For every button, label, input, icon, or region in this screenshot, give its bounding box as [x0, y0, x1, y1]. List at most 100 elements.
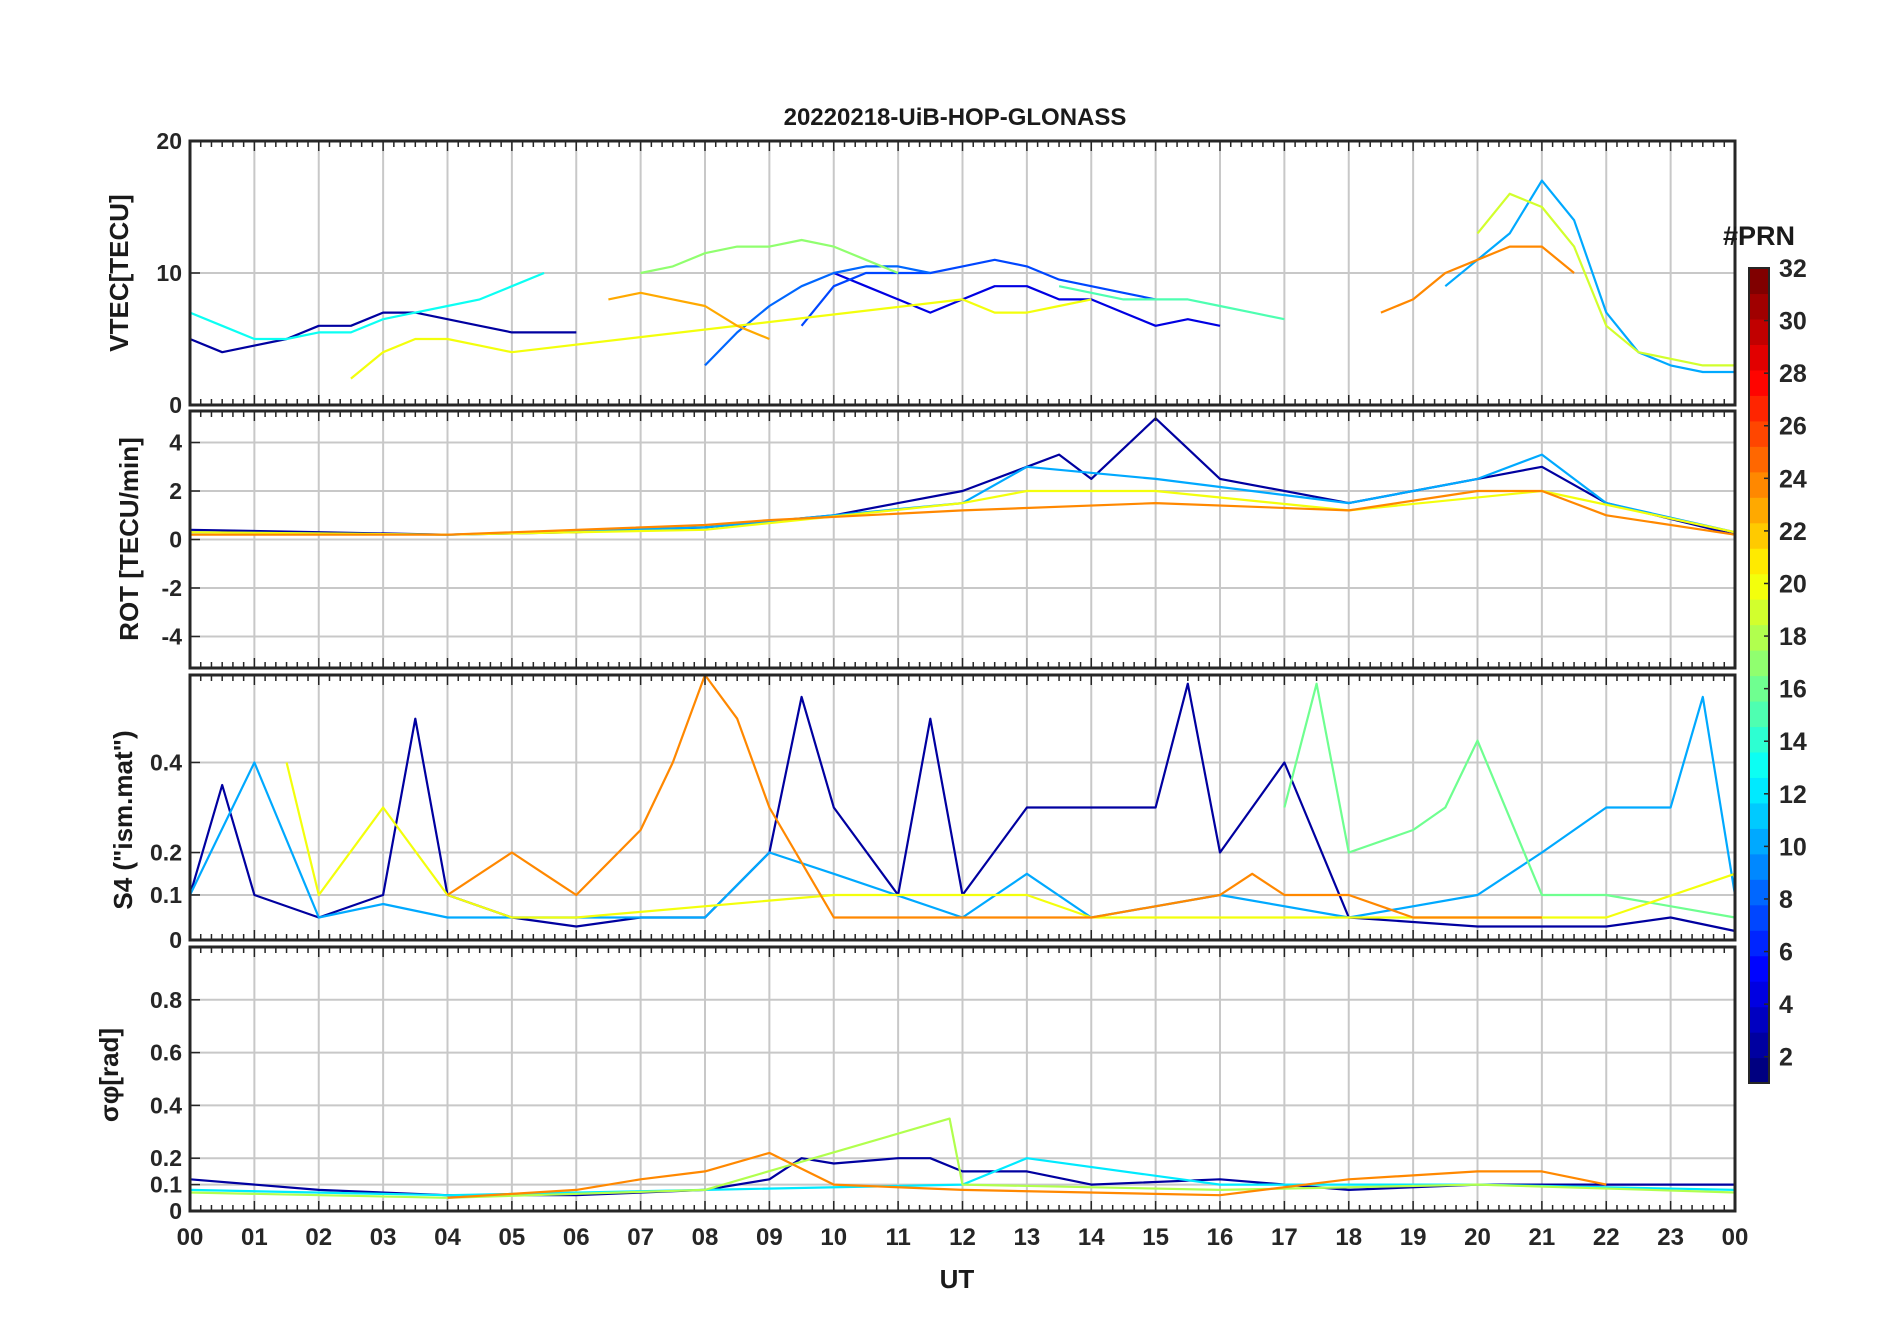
x-tick-label: 05: [499, 1224, 526, 1251]
panel-4: 00.10.2 0.4 0.6 0.8 σφ[rad]: [94, 945, 1737, 1224]
colorbar-segment: [1749, 624, 1769, 651]
colorbar-tick-label: 18: [1779, 623, 1807, 651]
colorbar-segment: [1749, 420, 1769, 447]
x-tick-label: 09: [756, 1224, 783, 1251]
colorbar-tick-label: 10: [1779, 833, 1807, 861]
colorbar-segment: [1749, 369, 1769, 396]
y-tick-label: 0.4: [150, 1092, 182, 1118]
colorbar-segment: [1749, 1032, 1769, 1059]
series-line-prn-23: [608, 291, 770, 341]
colorbar-tick-label: 24: [1779, 465, 1807, 493]
y-axis-label: S4 ("ism.mat"): [108, 730, 138, 909]
y-tick-label: 0.2: [150, 1145, 182, 1171]
x-tick-label: 01: [241, 1224, 268, 1251]
series-line-prn-10: [1444, 179, 1735, 374]
colorbar-segment: [1749, 879, 1769, 906]
colorbar-tick-label: 30: [1779, 308, 1807, 336]
x-tick-label: 14: [1078, 1224, 1105, 1251]
panel-3: 0 0.1 0.2 0.4 S4 ("ism.mat"): [108, 673, 1737, 953]
y-axis-label: ROT [TECU/min]: [114, 437, 144, 641]
y-tick-label: 0: [169, 927, 182, 953]
x-tick-label: 12: [949, 1224, 976, 1251]
y-tick-label: 0.4: [150, 749, 182, 775]
colorbar-segment: [1749, 955, 1769, 982]
x-tick-label: 13: [1014, 1224, 1041, 1251]
panel-frame: [188, 673, 1737, 942]
x-tick-label: 07: [627, 1224, 654, 1251]
x-tick-label: 03: [370, 1224, 397, 1251]
series-line-prn-24: [1380, 245, 1575, 314]
colorbar-segment: [1749, 471, 1769, 498]
panel-1: 0 10 20 VTEC[TECU]: [104, 128, 1737, 418]
series-line-prn-17: [640, 238, 899, 275]
y-tick-label: 0.1: [150, 882, 182, 908]
colorbar-segment: [1749, 497, 1769, 524]
colorbar-segment: [1749, 1057, 1769, 1084]
colorbar-segment: [1749, 700, 1769, 728]
colorbar-segment: [1749, 904, 1769, 931]
colorbar-tick-label: 26: [1779, 413, 1807, 441]
y-tick-label: 10: [156, 260, 182, 286]
x-tick-label: 06: [563, 1224, 590, 1251]
series-line-prn-18: [189, 1117, 1736, 1199]
colorbar-segment: [1749, 853, 1769, 880]
colorbar-segment: [1749, 522, 1769, 549]
y-tick-label: -2: [162, 575, 182, 601]
colorbar-segment: [1749, 573, 1769, 600]
colorbar-tick-label: 14: [1779, 728, 1807, 756]
series-line-prn-24: [446, 673, 1542, 919]
series-line-prn-7: [800, 258, 1156, 327]
colorbar-tick-label: 22: [1779, 518, 1807, 546]
colorbar-tick-label: 16: [1779, 676, 1807, 704]
colorbar-tick-label: 6: [1779, 939, 1793, 967]
colorbar-tick-label: 8: [1779, 886, 1793, 914]
colorbar-segment: [1749, 802, 1769, 829]
x-tick-label: 16: [1207, 1224, 1234, 1251]
series-line-prn-20: [189, 489, 1736, 536]
colorbar-segment: [1749, 981, 1769, 1008]
series-line-prn-24: [190, 489, 1736, 536]
colorbar-segment: [1749, 599, 1769, 626]
y-tick-label: 0.8: [150, 987, 182, 1013]
series-line-prn-15: [1058, 285, 1285, 321]
colorbar-segment: [1749, 268, 1769, 295]
x-tick-label: 22: [1593, 1224, 1620, 1251]
x-tick-label: 17: [1271, 1224, 1298, 1251]
colorbar-segment: [1749, 293, 1769, 320]
series-line-prn-16: [1283, 682, 1736, 919]
colorbar-segment: [1749, 751, 1769, 778]
y-axis-label: VTEC[TECU]: [104, 194, 134, 351]
colorbar-segment: [1749, 726, 1769, 753]
colorbar-frame: [1748, 267, 1770, 1084]
y-tick-label: 0: [169, 392, 182, 418]
x-tick-label: 19: [1400, 1224, 1427, 1251]
series-line-prn-13: [189, 271, 545, 341]
series-line-prn-2: [189, 311, 577, 354]
panel-2: -4 -2 0 2 4 ROT [TECU/min]: [114, 409, 1737, 670]
series-line-prn-24: [447, 1151, 1607, 1199]
x-tick-label: 04: [434, 1224, 461, 1251]
y-tick-label: 0.2: [150, 840, 182, 866]
colorbar-tick-label: 28: [1779, 360, 1807, 388]
y-tick-label: 0: [169, 1198, 182, 1224]
colorbar-tick-label: 12: [1779, 781, 1807, 809]
y-tick-label: -4: [162, 623, 183, 649]
colorbar-title: #PRN: [1723, 221, 1795, 251]
x-tick-label: 02: [305, 1224, 332, 1251]
colorbar-segment: [1749, 1006, 1769, 1033]
y-tick-label: 0.1: [150, 1172, 182, 1198]
x-tick-label: 21: [1529, 1224, 1556, 1251]
y-axis-label: σφ[rad]: [94, 1028, 124, 1122]
x-tick-label: 23: [1657, 1224, 1684, 1251]
y-tick-label: 20: [156, 128, 182, 154]
series-line-prn-20: [350, 298, 1092, 380]
colorbar-segment: [1749, 318, 1769, 346]
panel-frame: [188, 945, 1737, 1213]
colorbar-segment: [1749, 650, 1769, 677]
x-tick-label: 10: [820, 1224, 847, 1251]
colorbar-segment: [1749, 395, 1769, 422]
colorbar-segment: [1749, 446, 1769, 473]
series-line-prn-4: [833, 271, 1221, 327]
